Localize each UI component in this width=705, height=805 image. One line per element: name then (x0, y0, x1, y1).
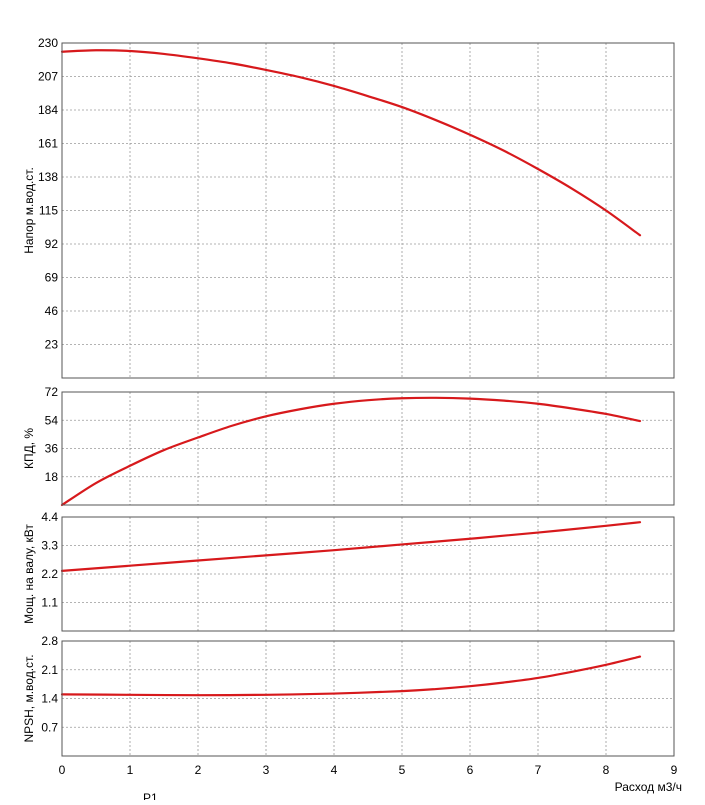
panel-frame-efficiency (61, 391, 675, 506)
x-tick-2: 2 (195, 763, 202, 777)
y-tick-head-6: 161 (38, 137, 58, 151)
curve-power (60, 521, 642, 572)
x-tick-0: 0 (59, 763, 66, 777)
y-tick-power-0: 1.1 (41, 596, 58, 610)
panel-frame-power (61, 516, 675, 632)
axis-titles: Напор м.вод.ст. КПД, % Мощ. на валу, кВт NP… (22, 167, 682, 805)
x-tick-4: 4 (331, 763, 338, 777)
y-tick-head-7: 184 (38, 103, 58, 117)
y-tick-head-0: 23 (45, 338, 59, 352)
y-tick-head-1: 46 (45, 304, 59, 318)
panel-frame-head (61, 42, 675, 379)
curve-head (60, 49, 642, 237)
x-axis-title: Расход м3/ч (615, 780, 682, 794)
y-tick-npsh-3: 2.8 (41, 634, 58, 648)
curve-efficiency (60, 396, 642, 507)
y-tick-npsh-2: 2.1 (41, 663, 58, 677)
panel-frames (61, 42, 675, 757)
y-tick-head-3: 92 (45, 237, 59, 251)
x-tick-6: 6 (467, 763, 474, 777)
y-axis-title-power: Мощ. на валу, кВт (22, 524, 36, 624)
y-tick-npsh-0: 0.7 (41, 720, 58, 734)
y-axis-title-head: Напор м.вод.ст. (22, 167, 36, 254)
gridlines (62, 43, 674, 756)
y-tick-efficiency-0: 18 (45, 470, 59, 484)
curve-npsh (60, 655, 642, 697)
x-tick-9: 9 (671, 763, 678, 777)
y-tick-head-4: 115 (39, 204, 58, 218)
y-axis-title-efficiency: КПД, % (22, 428, 36, 469)
x-tick-8: 8 (603, 763, 610, 777)
y-tick-power-1: 2.2 (41, 567, 58, 581)
x-tick-7: 7 (535, 763, 542, 777)
x-tick-3: 3 (263, 763, 270, 777)
curves (60, 49, 642, 697)
footnote-label: P1 (143, 791, 158, 800)
tick-labels: 23466992115138161184207230183654721.12.2… (38, 36, 678, 777)
y-tick-efficiency-3: 72 (45, 385, 59, 399)
y-tick-power-2: 3.3 (41, 539, 58, 553)
y-tick-head-9: 230 (38, 36, 58, 50)
y-tick-head-5: 138 (38, 170, 58, 184)
y-tick-efficiency-1: 36 (45, 442, 59, 456)
y-tick-head-8: 207 (38, 70, 58, 84)
y-tick-power-3: 4.4 (41, 510, 58, 524)
y-tick-npsh-1: 1.4 (41, 692, 58, 706)
y-tick-efficiency-2: 54 (45, 413, 59, 427)
y-tick-head-2: 69 (45, 271, 59, 285)
y-axis-title-npsh: NPSH, м.вод.ст. (22, 654, 36, 742)
x-tick-1: 1 (127, 763, 134, 777)
x-tick-5: 5 (399, 763, 406, 777)
panel-frame-npsh (61, 640, 675, 757)
